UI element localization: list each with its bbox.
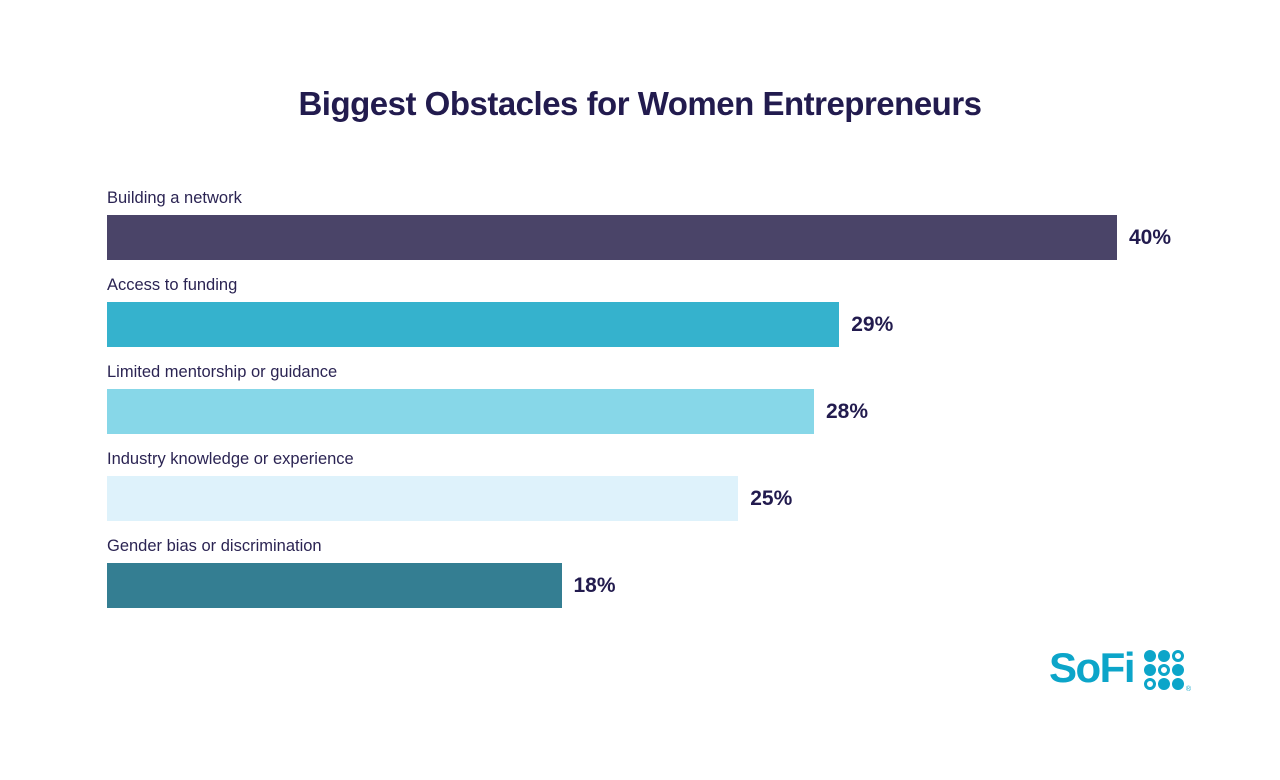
bar-value-label: 28%	[826, 399, 869, 423]
bar-track: 18%	[107, 563, 1117, 608]
bar-chart: Building a network 40% Access to funding…	[107, 188, 1171, 608]
bar-category-label: Industry knowledge or experience	[107, 450, 354, 468]
bar-track: 25%	[107, 476, 1117, 521]
logo-dot-filled-icon	[1172, 664, 1184, 676]
bar	[107, 476, 739, 521]
chart-row: Gender bias or discrimination 18%	[107, 536, 1117, 608]
bar-track: 29%	[107, 302, 1117, 347]
bar-value-label: 18%	[573, 573, 616, 597]
bar-category-label: Building a network	[107, 189, 242, 207]
bar	[107, 302, 840, 347]
bar-category-label: Gender bias or discrimination	[107, 537, 322, 555]
logo-dot-filled-icon	[1144, 650, 1156, 662]
chart-row: Industry knowledge or experience 25%	[107, 449, 1117, 521]
bar-track: 28%	[107, 389, 1117, 434]
bar-category-label: Limited mentorship or guidance	[107, 363, 338, 381]
sofi-logo: SoFi ®	[1049, 644, 1191, 693]
page-title: Biggest Obstacles for Women Entrepreneur…	[298, 85, 982, 122]
bar-track: 40%	[107, 215, 1171, 260]
bar	[107, 215, 1117, 260]
logo-dot-filled-icon	[1158, 678, 1170, 690]
registered-trademark-icon: ®	[1185, 686, 1191, 693]
logo-dot-filled-icon	[1172, 678, 1184, 690]
chart-row: Access to funding 29%	[107, 275, 1117, 347]
chart-row: Limited mentorship or guidance 28%	[107, 362, 1117, 434]
sofi-dot-grid-icon: ®	[1144, 650, 1191, 693]
logo-dot-ring-icon	[1172, 650, 1184, 662]
logo-dot-filled-icon	[1144, 664, 1156, 676]
chart-row: Building a network 40%	[107, 188, 1171, 260]
bar-value-label: 29%	[851, 312, 894, 336]
sofi-logo-text: SoFi	[1049, 644, 1136, 691]
bar	[107, 389, 814, 434]
bar	[107, 563, 562, 608]
bar-value-label: 40%	[1129, 225, 1172, 249]
bar-value-label: 25%	[750, 486, 793, 510]
bar-category-label: Access to funding	[107, 276, 238, 294]
logo-dot-ring-icon	[1158, 664, 1170, 676]
logo-dot-ring-icon	[1144, 678, 1156, 690]
logo-dot-filled-icon	[1158, 650, 1170, 662]
